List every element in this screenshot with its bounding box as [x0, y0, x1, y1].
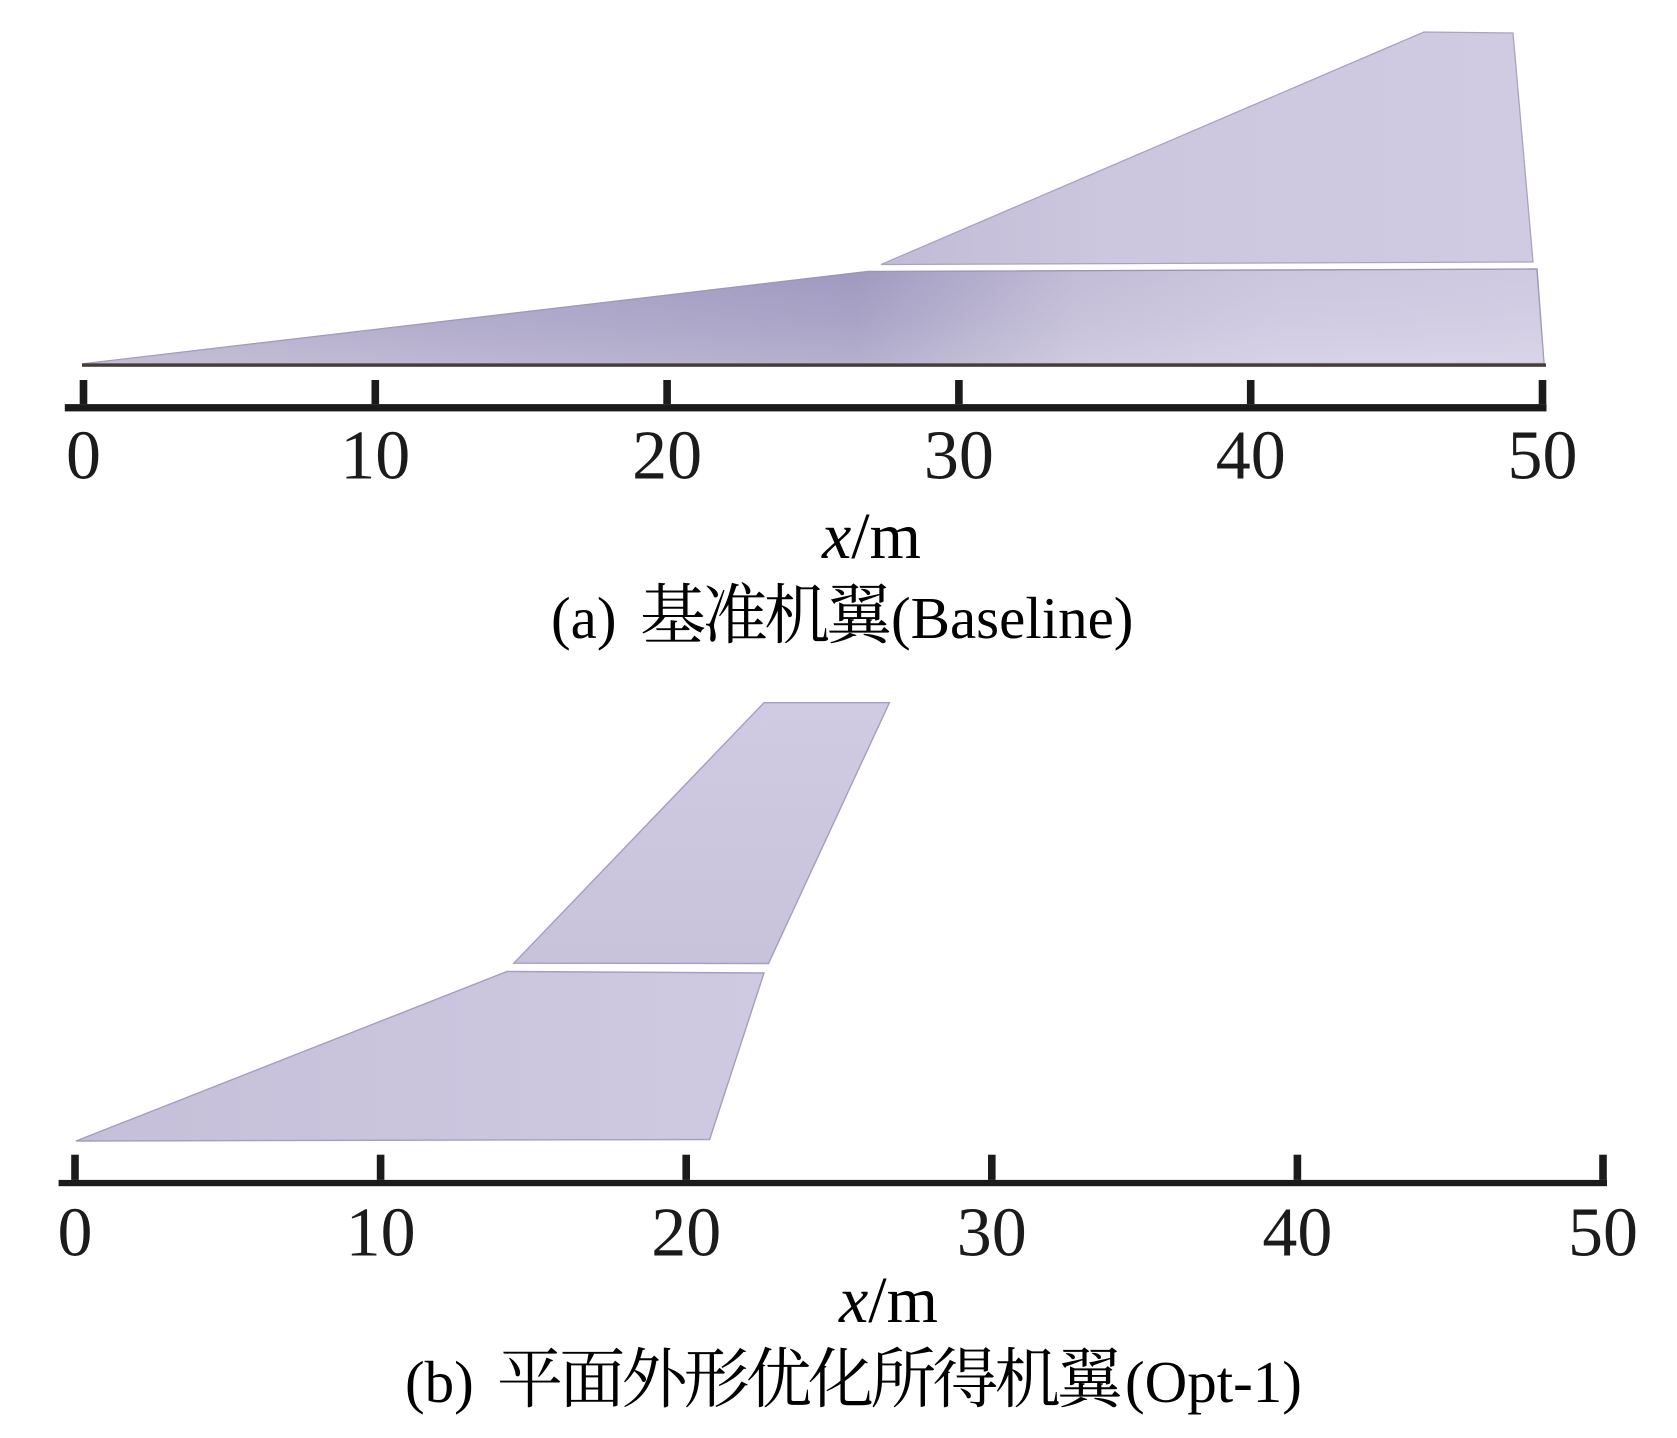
svg-text:(b): (b) [405, 1349, 474, 1415]
svg-text:(Baseline): (Baseline) [891, 585, 1133, 651]
svg-text:20: 20 [632, 418, 702, 495]
svg-text:(a): (a) [551, 585, 616, 651]
svg-text:(Opt-1): (Opt-1) [1125, 1349, 1302, 1415]
svg-text:10: 10 [340, 418, 410, 495]
svg-text:30: 30 [957, 1195, 1027, 1272]
svg-text:10: 10 [346, 1195, 416, 1272]
svg-text:0: 0 [58, 1195, 93, 1272]
svg-text:50: 50 [1568, 1195, 1638, 1272]
svg-text:40: 40 [1262, 1195, 1332, 1272]
svg-text:0: 0 [66, 418, 101, 495]
svg-text:x/m: x/m [821, 500, 921, 573]
svg-text:20: 20 [651, 1195, 721, 1272]
svg-text:40: 40 [1216, 418, 1286, 495]
svg-text:x/m: x/m [838, 1264, 938, 1337]
svg-text:30: 30 [924, 418, 994, 495]
svg-text:50: 50 [1508, 418, 1578, 495]
